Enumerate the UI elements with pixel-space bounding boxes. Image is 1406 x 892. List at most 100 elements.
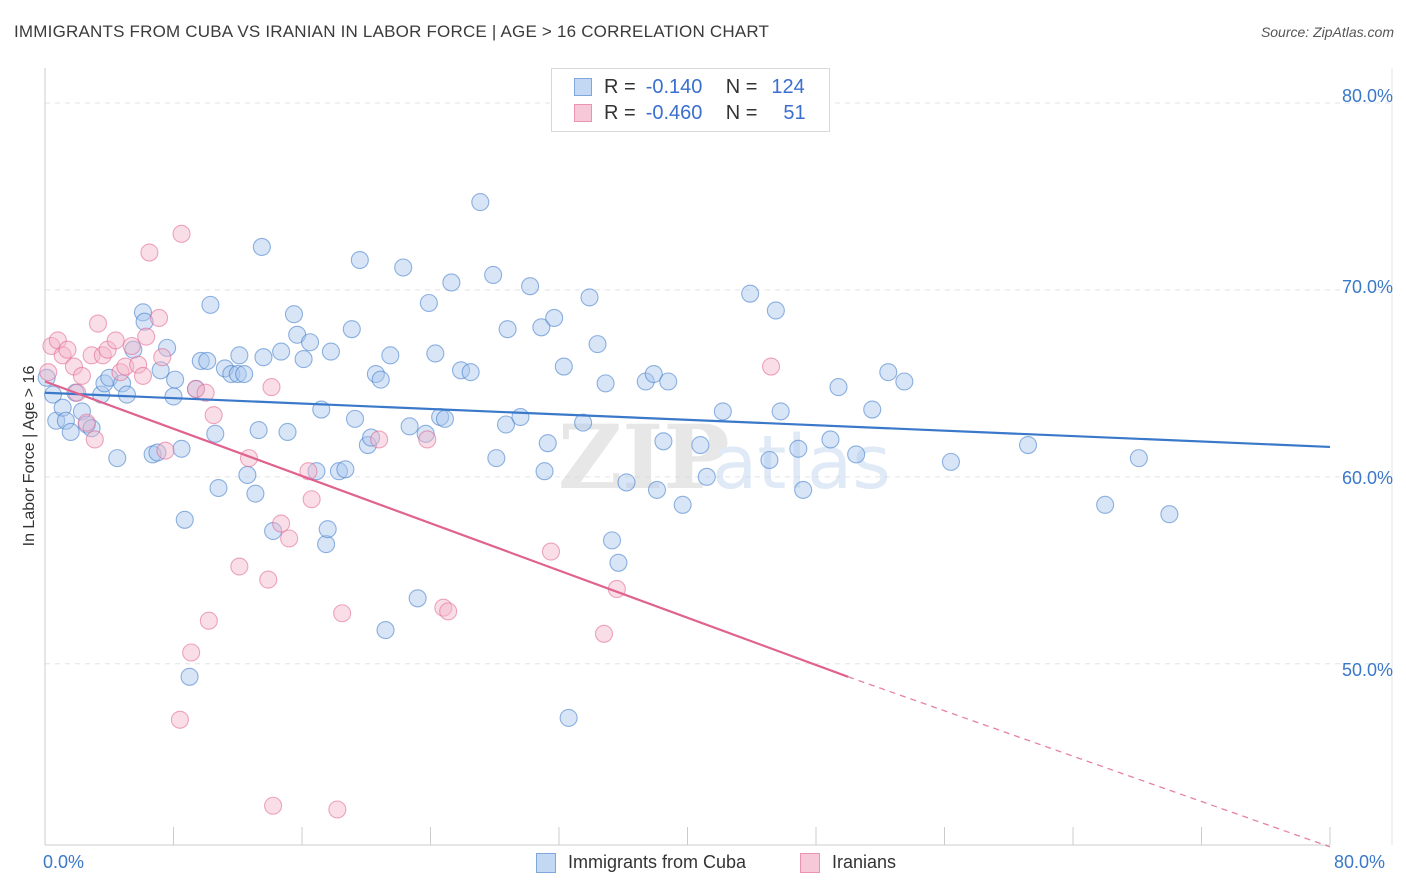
point-pink-42 [418,430,437,449]
point-blue-38 [235,364,254,384]
point-blue-114 [829,378,848,397]
point-pink-29 [204,406,223,425]
point-pink-14 [111,363,130,382]
legend-r-value: -0.140 [645,75,703,98]
point-pink-18 [137,327,156,346]
point-blue-11 [95,374,114,393]
point-blue-66 [381,346,400,365]
point-pink-4 [58,340,77,359]
point-blue-55 [321,342,340,361]
point-pink-11 [93,346,112,365]
point-blue-35 [222,364,241,384]
point-blue-94 [596,374,615,393]
point-pink-41 [370,430,389,449]
point-pink-24 [172,224,191,243]
point-blue-115 [847,445,866,464]
point-blue-81 [496,415,516,434]
point-blue-78 [471,193,490,212]
point-blue-103 [673,495,692,514]
point-blue-54 [318,520,337,539]
point-pink-40 [333,604,352,623]
point-blue-80 [487,449,506,468]
point-blue-104 [691,435,710,455]
point-pink-26 [186,379,206,399]
legend-label-cuba: Immigrants from Cuba [568,852,747,872]
series-iranians [39,224,781,819]
point-blue-87 [538,434,557,453]
point-pink-48 [761,357,781,376]
watermark-atlas: atlas [712,420,891,506]
point-blue-43 [254,348,273,367]
point-blue-17 [133,303,153,322]
point-pink-28 [199,611,218,630]
point-blue-116 [863,400,882,419]
point-blue-40 [246,484,265,503]
point-blue-71 [419,293,438,313]
point-blue-46 [278,422,297,442]
point-blue-21 [151,361,170,380]
legend-r-value: -0.460 [645,101,703,124]
point-blue-59 [345,409,365,428]
point-pink-21 [149,308,169,328]
legend-label-iranians: Iranians [832,852,897,872]
point-blue-58 [342,320,361,339]
point-blue-109 [766,301,785,320]
point-blue-108 [760,450,779,470]
point-blue-120 [1018,435,1038,455]
point-pink-17 [129,355,148,374]
point-blue-105 [697,467,716,486]
point-blue-9 [82,419,101,438]
point-blue-37 [230,346,249,365]
point-blue-96 [609,553,628,572]
point-blue-77 [461,363,480,382]
legend-n-label: N = [725,75,758,98]
point-blue-36 [228,364,247,384]
legend-swatch-blue [536,852,556,873]
legend-r-label: R = [604,101,636,124]
point-pink-44 [439,602,458,621]
point-blue-118 [895,372,914,391]
trend-line-pink [44,380,849,678]
point-blue-49 [294,350,313,369]
point-blue-83 [511,407,530,427]
point-blue-24 [166,370,185,389]
point-pink-34 [264,796,283,815]
point-blue-107 [741,284,760,303]
point-pink-0 [39,363,58,382]
point-blue-57 [336,460,355,479]
point-blue-82 [498,320,517,339]
legend-r-label: R = [604,75,636,98]
point-blue-121 [1096,495,1115,514]
point-blue-26 [175,510,194,529]
source-label: Source: ZipAtlas.com [1260,24,1394,40]
point-blue-67 [394,258,413,277]
point-blue-1 [43,385,63,404]
point-pink-9 [85,430,104,449]
stats-legend: R = -0.140 N = 124 R = -0.460 N = 51 [551,68,830,132]
point-pink-19 [133,366,153,385]
point-blue-33 [209,478,228,498]
point-blue-117 [879,363,898,382]
point-blue-25 [172,439,191,458]
trend-line-dashed-pink [847,676,1331,848]
y-axis-label: In Labor Force | Age > 16 [21,365,38,547]
point-blue-65 [376,621,395,640]
y-tick-label-70: 70.0% [1341,277,1393,297]
point-blue-4 [56,411,75,430]
y-tick-label-80: 80.0% [1341,86,1393,106]
point-blue-74 [435,409,455,428]
point-pink-10 [88,314,108,333]
point-pink-46 [594,624,614,643]
point-blue-13 [108,449,127,468]
point-blue-56 [329,462,348,481]
point-blue-110 [771,402,790,421]
legend-swatch-blue [574,78,592,96]
point-blue-64 [371,370,390,389]
point-blue-111 [789,439,808,458]
legend-item-iranians: Iranians [800,852,896,873]
point-blue-45 [272,342,291,361]
point-blue-29 [191,351,210,370]
point-blue-75 [442,273,461,292]
point-blue-123 [1160,505,1179,524]
